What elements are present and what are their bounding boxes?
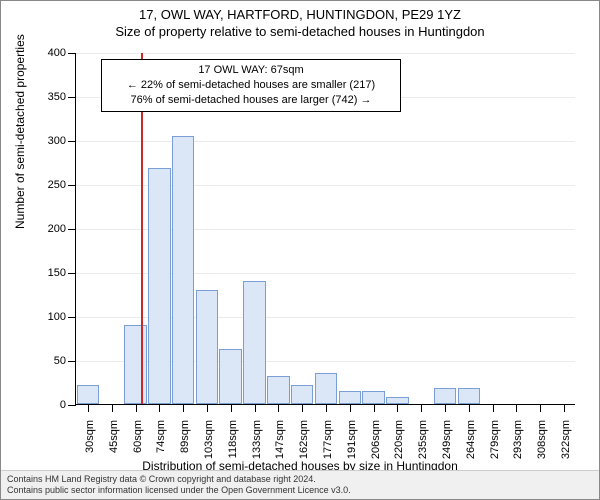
xtick <box>469 404 470 412</box>
xtick-label: 89sqm <box>179 414 191 453</box>
annotation-smaller: ← 22% of semi-detached houses are smalle… <box>108 78 394 93</box>
xtick-label: 60sqm <box>132 414 144 453</box>
footer-line-2: Contains public sector information licen… <box>7 485 593 496</box>
histogram-bar <box>386 397 409 404</box>
xtick <box>231 404 232 412</box>
xtick <box>421 404 422 412</box>
footer-attribution: Contains HM Land Registry data © Crown c… <box>1 470 599 500</box>
xtick-label: 235sqm <box>417 414 429 459</box>
xtick-label: 264sqm <box>465 414 477 459</box>
xtick-label: 45sqm <box>108 414 120 453</box>
xtick <box>159 404 160 412</box>
xtick <box>112 404 113 412</box>
histogram-bar <box>267 376 290 404</box>
xtick <box>278 404 279 412</box>
ytick-label: 0 <box>60 399 76 411</box>
xtick-label: 118sqm <box>227 414 239 458</box>
xtick <box>88 404 89 412</box>
histogram-bar <box>219 349 242 404</box>
xtick <box>540 404 541 412</box>
xtick <box>207 404 208 412</box>
xtick-label: 308sqm <box>536 414 548 459</box>
gridline-h <box>76 141 575 142</box>
page-title: 17, OWL WAY, HARTFORD, HUNTINGDON, PE29 … <box>1 7 599 22</box>
histogram-bar <box>77 385 100 404</box>
histogram-bar <box>458 388 481 404</box>
y-axis-label: Number of semi-detached properties <box>13 34 27 229</box>
histogram-bar <box>196 290 219 404</box>
ytick-label: 400 <box>48 47 76 59</box>
histogram-bar <box>339 391 362 404</box>
xtick-label: 293sqm <box>512 414 524 459</box>
xtick <box>255 404 256 412</box>
gridline-h <box>76 53 575 54</box>
xtick <box>397 404 398 412</box>
ytick-label: 300 <box>48 135 76 147</box>
xtick <box>493 404 494 412</box>
footer-line-1: Contains HM Land Registry data © Crown c… <box>7 474 593 485</box>
xtick <box>183 404 184 412</box>
ytick-label: 150 <box>48 267 76 279</box>
ytick-label: 50 <box>54 355 76 367</box>
xtick-label: 249sqm <box>441 414 453 459</box>
histogram-bar <box>148 168 171 404</box>
histogram-bar <box>315 373 338 404</box>
histogram-bar <box>172 136 195 404</box>
histogram-bar <box>434 388 457 404</box>
xtick-label: 30sqm <box>84 414 96 453</box>
xtick-label: 74sqm <box>155 414 167 453</box>
xtick-label: 177sqm <box>322 414 334 459</box>
ytick-label: 200 <box>48 223 76 235</box>
xtick-label: 322sqm <box>560 414 572 459</box>
xtick-label: 133sqm <box>251 414 263 459</box>
xtick <box>445 404 446 412</box>
ytick-label: 250 <box>48 179 76 191</box>
xtick <box>516 404 517 412</box>
xtick-label: 103sqm <box>203 414 215 459</box>
xtick <box>326 404 327 412</box>
ytick-label: 350 <box>48 91 76 103</box>
xtick <box>374 404 375 412</box>
xtick-label: 279sqm <box>489 414 501 459</box>
histogram-plot: 05010015020025030035040030sqm45sqm60sqm7… <box>75 53 575 405</box>
histogram-bar <box>124 325 147 404</box>
xtick-label: 206sqm <box>370 414 382 459</box>
xtick <box>564 404 565 412</box>
annotation-box: 17 OWL WAY: 67sqm ← 22% of semi-detached… <box>101 59 401 112</box>
xtick <box>350 404 351 412</box>
histogram-bar <box>362 391 385 404</box>
histogram-bar <box>243 281 266 404</box>
xtick-label: 191sqm <box>346 414 358 459</box>
chart-subtitle: Size of property relative to semi-detach… <box>1 24 599 39</box>
histogram-bar <box>291 385 314 404</box>
xtick-label: 147sqm <box>274 414 286 459</box>
ytick-label: 100 <box>48 311 76 323</box>
annotation-title: 17 OWL WAY: 67sqm <box>108 63 394 78</box>
xtick <box>302 404 303 412</box>
chart-titles: 17, OWL WAY, HARTFORD, HUNTINGDON, PE29 … <box>1 1 599 39</box>
xtick <box>136 404 137 412</box>
xtick-label: 220sqm <box>393 414 405 459</box>
xtick-label: 162sqm <box>298 414 310 459</box>
annotation-larger: 76% of semi-detached houses are larger (… <box>108 93 394 108</box>
